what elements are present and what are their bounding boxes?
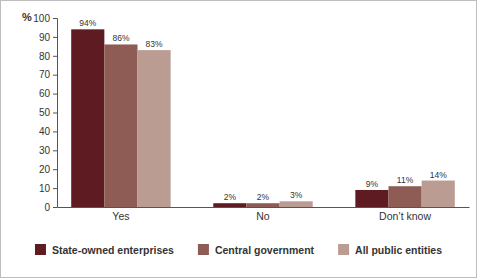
bar (104, 44, 137, 207)
legend-label: State-owned enterprises (52, 244, 174, 256)
bar (138, 50, 171, 207)
frame (1, 1, 477, 278)
data-label: 14% (430, 170, 447, 180)
y-tick-mark (53, 37, 57, 38)
y-tick: 80 (39, 51, 57, 62)
x-tick-label: Don’t know (379, 210, 431, 222)
y-tick: 10 (39, 183, 57, 194)
x-tick-label: Yes (112, 210, 129, 222)
y-tick-label: 100 (33, 13, 50, 24)
data-label: 3% (290, 190, 303, 200)
y-tick: 50 (39, 107, 57, 118)
x-tick: Yes (112, 210, 129, 222)
y-tick-label: 20 (39, 164, 51, 175)
x-axis: Yes No Don’t know (58, 208, 470, 223)
y-tick-mark (53, 113, 57, 114)
y-tick: 40 (39, 126, 57, 137)
y-axis-line (53, 19, 58, 208)
bar (246, 203, 279, 207)
y-axis-title: % (22, 11, 32, 23)
y-tick-mark (53, 131, 57, 132)
y-tick-mark (53, 188, 57, 189)
y-tick-label: 10 (39, 183, 51, 194)
y-tick-mark (53, 94, 57, 95)
data-label: 83% (146, 39, 163, 49)
y-tick-label: 80 (39, 51, 51, 62)
y-tick: 0 (44, 202, 57, 213)
y-tick-label: 0 (44, 202, 50, 213)
plot: 0 10 20 30 40 50 60 70 80 90 100 Yes No Don’t know 94%… (33, 13, 469, 223)
y-tick-label: 50 (39, 107, 51, 118)
legend-item: Central government (198, 244, 315, 256)
y-tick-mark (53, 75, 57, 76)
y-tick: 70 (39, 69, 57, 80)
bar (71, 29, 104, 207)
bar (213, 203, 246, 207)
bar (388, 186, 421, 207)
data-label: 9% (366, 179, 379, 189)
legend-swatch (198, 244, 209, 255)
x-axis-line (58, 207, 470, 208)
y-tick-mark (53, 150, 57, 151)
data-label: 94% (79, 18, 96, 28)
y-tick-label: 70 (39, 69, 51, 80)
y-tick-label: 30 (39, 145, 51, 156)
y-tick-label: 40 (39, 126, 51, 137)
legend-swatch (338, 244, 349, 255)
bars (71, 29, 455, 207)
y-tick: 20 (39, 164, 57, 175)
x-tick: No (256, 210, 270, 222)
x-tick-label: No (256, 210, 270, 222)
y-tick: 90 (39, 32, 57, 43)
y-tick-mark (53, 207, 57, 208)
x-tick: Don’t know (379, 210, 431, 222)
bar (422, 181, 455, 207)
y-tick-label: 60 (39, 88, 51, 99)
legend-item: All public entities (338, 244, 442, 256)
y-tick-mark (53, 18, 57, 19)
data-label: 11% (397, 175, 414, 185)
legend-label: Central government (215, 244, 315, 256)
legend-item: State-owned enterprises (35, 244, 174, 256)
legend: State-owned enterprises Central governmen… (35, 244, 442, 256)
legend-label: All public entities (355, 244, 442, 256)
y-tick: 100 (33, 13, 57, 24)
legend-swatch (35, 244, 46, 255)
y-tick-mark (53, 169, 57, 170)
chart: 0 10 20 30 40 50 60 70 80 90 100 Yes No Don’t know 94%… (0, 0, 477, 278)
data-label: 2% (224, 192, 237, 202)
y-tick: 30 (39, 145, 57, 156)
y-tick-mark (53, 56, 57, 57)
y-tick: 60 (39, 88, 57, 99)
data-label: 2% (257, 192, 270, 202)
data-labels: 94% 2% 9% 86% 2% 11% 83% 3% 14% (79, 18, 447, 202)
y-axis: 0 10 20 30 40 50 60 70 80 90 100 (33, 13, 57, 213)
bar (355, 190, 388, 207)
y-tick-label: 90 (39, 32, 51, 43)
data-label: 86% (112, 33, 129, 43)
bar (280, 201, 313, 207)
